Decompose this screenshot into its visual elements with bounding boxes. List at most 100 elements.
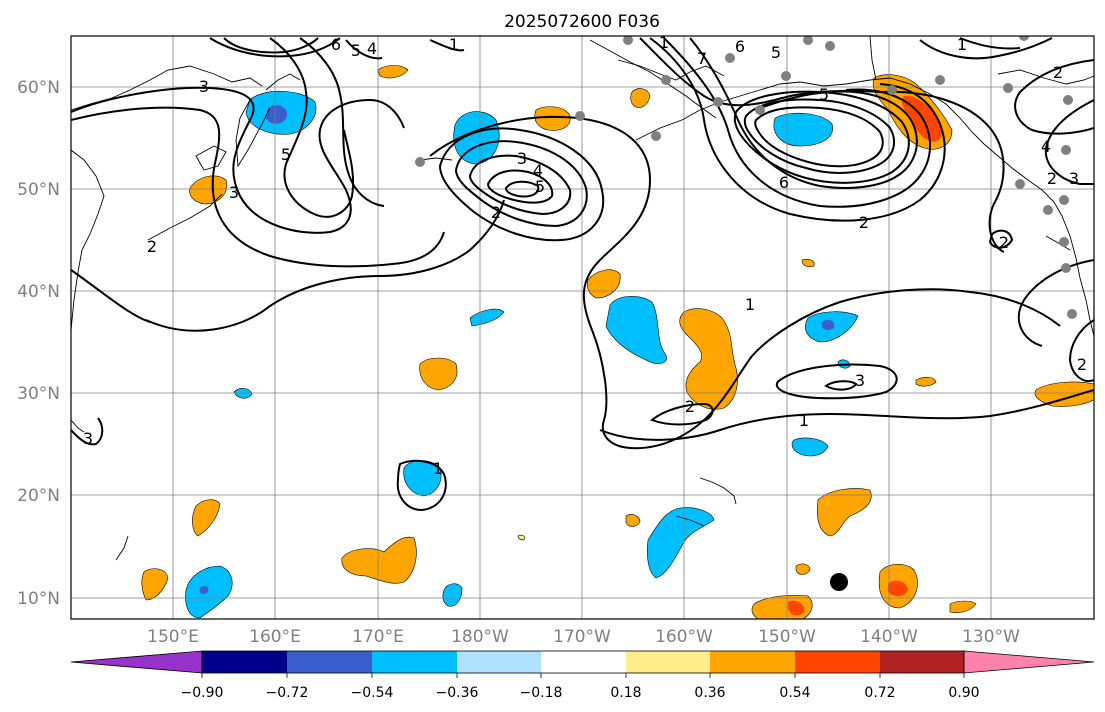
colorbar-tick-label: −0.72	[266, 685, 309, 701]
contour-label: 1	[957, 35, 967, 54]
colorbar-extend-low	[70, 650, 203, 674]
station-marker	[661, 75, 671, 85]
colorbar-tick-label: 0.72	[864, 685, 895, 701]
contour-label: 3	[855, 371, 865, 390]
station-marker	[623, 36, 633, 45]
station-marker	[825, 41, 835, 51]
lon-label: 170°E	[352, 627, 404, 647]
contour-label: 5	[819, 85, 829, 104]
lat-label: 50°N	[17, 180, 60, 200]
longitude-labels: 150°E 160°E 170°E 180°W 170°W 160°W 150°…	[147, 627, 1020, 647]
contour-label: 2	[1053, 63, 1063, 82]
colorbar-segment	[880, 651, 964, 673]
station-marker	[935, 75, 945, 85]
contour-label: 1	[745, 295, 755, 314]
station-marker	[887, 85, 897, 95]
station-marker	[415, 157, 425, 167]
colorbar-tick-label: 0.18	[610, 685, 641, 701]
contour-label: 5	[351, 41, 361, 60]
contour-label: 4	[367, 39, 377, 58]
colorbar-frame	[201, 650, 965, 674]
contour-label: 3	[199, 77, 209, 96]
anomaly-shading	[141, 65, 1094, 619]
colorbar-tick-label: −0.18	[520, 685, 563, 701]
contour-label: 1	[659, 33, 669, 52]
station-marker	[1003, 83, 1013, 93]
colorbar-segment	[457, 651, 541, 673]
station-marker	[713, 97, 723, 107]
lon-label: 140°W	[860, 627, 918, 647]
lon-label: 160°W	[655, 627, 713, 647]
contour-label: 5	[535, 177, 545, 196]
contour-label: 3	[517, 149, 527, 168]
contour-label: 2	[1047, 169, 1057, 188]
contour-label: 2	[859, 213, 869, 232]
colorbar-tick-label: 0.36	[694, 685, 725, 701]
colorbar-segment	[287, 651, 372, 673]
colorbar-segment	[795, 651, 880, 673]
colorbar: −0.90 −0.72 −0.54 −0.36 −0.18 0.18 0.36 …	[70, 650, 1095, 701]
map-frame	[70, 35, 1095, 620]
colorbar-tick-label: −0.90	[181, 685, 224, 701]
lat-label: 30°N	[17, 384, 60, 404]
colorbar-tick-label: −0.54	[351, 685, 394, 701]
colorbar-segment	[626, 651, 710, 673]
colorbar-tick-label: −0.36	[436, 685, 479, 701]
station-marker	[781, 71, 791, 81]
station-marker	[1059, 195, 1069, 205]
station-marker	[803, 36, 813, 45]
contour-label: 2	[999, 233, 1009, 252]
contour-label: 6	[735, 37, 745, 56]
contour-label: 5	[281, 145, 291, 164]
lon-label: 130°W	[962, 627, 1020, 647]
lon-label: 150°E	[147, 627, 199, 647]
latitude-labels: 60°N 50°N 40°N 30°N 20°N 10°N	[17, 78, 60, 609]
graticule	[71, 36, 1094, 619]
contour-label: 4	[1041, 137, 1051, 156]
station-marker	[1043, 205, 1053, 215]
station-marker	[1067, 309, 1077, 319]
colorbar-tick-label: 0.90	[948, 685, 979, 701]
station-marker	[1015, 179, 1025, 189]
contour-label: 5	[771, 43, 781, 62]
colorbar-segment	[202, 651, 287, 673]
contour-label: 1	[799, 411, 809, 430]
contour-label: 6	[779, 173, 789, 192]
map-title: 2025072600 F036	[504, 12, 660, 32]
station-markers	[415, 36, 1077, 319]
contour-label: 2	[685, 397, 695, 416]
contour-label: 2	[1077, 355, 1087, 374]
lat-label: 10°N	[17, 589, 60, 609]
colorbar-segment	[372, 651, 457, 673]
station-marker	[1061, 263, 1071, 273]
contour-label: 3	[83, 429, 93, 448]
station-marker	[1061, 145, 1071, 155]
lat-label: 40°N	[17, 282, 60, 302]
lon-label: 150°W	[758, 627, 816, 647]
station-marker	[575, 111, 585, 121]
contour-label: 2	[147, 237, 157, 256]
station-marker	[755, 105, 765, 115]
station-marker	[651, 131, 661, 141]
contour-label: 7	[697, 49, 707, 68]
lon-label: 180°W	[451, 627, 509, 647]
contour-label: 3	[229, 183, 239, 202]
contour-labels: 6 5 4 1 3 5 3 2 2 3 4 5 2 6 5 7 1 6 2 5 …	[83, 33, 1087, 478]
colorbar-extend-high	[963, 650, 1095, 674]
contour-label: 4	[533, 161, 543, 180]
storm-marker	[830, 573, 848, 591]
colorbar-segment	[710, 651, 795, 673]
station-marker	[1063, 95, 1073, 105]
contour-label: 1	[433, 459, 443, 478]
contour-label: 2	[491, 203, 501, 222]
lat-label: 20°N	[17, 486, 60, 506]
station-marker	[725, 53, 735, 63]
station-marker	[1019, 36, 1029, 41]
station-marker	[1059, 237, 1069, 247]
contour-lines	[71, 37, 1094, 512]
lon-label: 170°W	[553, 627, 611, 647]
contour-label: 1	[449, 35, 459, 54]
lon-label: 160°E	[249, 627, 301, 647]
contour-label: 6	[331, 35, 341, 54]
